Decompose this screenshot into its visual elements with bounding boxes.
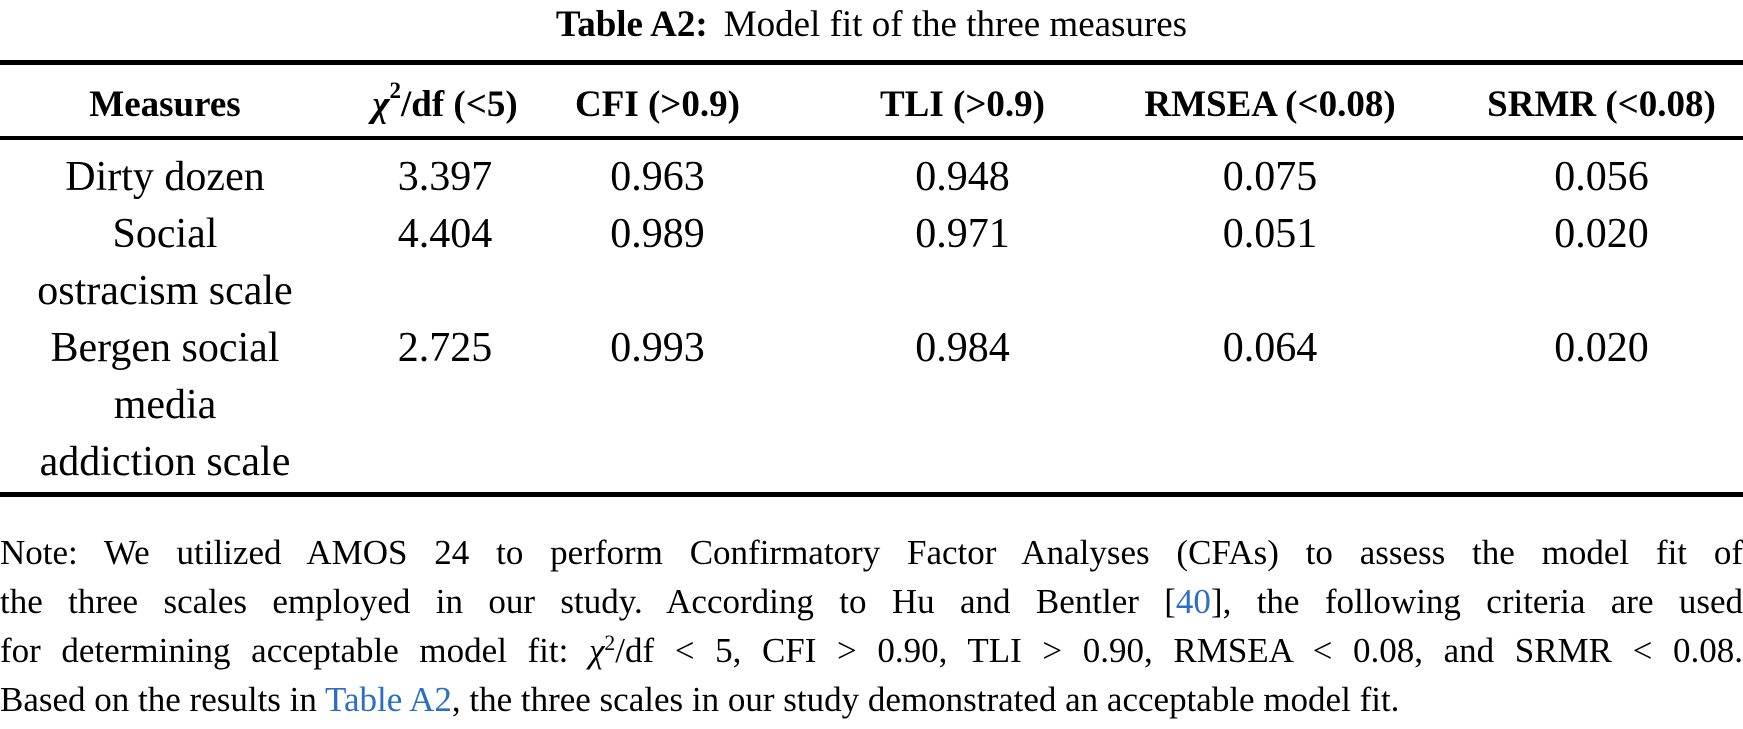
table-top-rule [0, 60, 1743, 65]
note-line-4: Based on the results in Table A2, the th… [0, 675, 1743, 724]
note-line-2: the three scales employed in our study. … [0, 577, 1743, 626]
chi-symbol: χ [588, 631, 605, 670]
note-line-1: Note: We utilized AMOS 24 to perform Con… [0, 533, 1743, 572]
value-cell: 0.051 [1222, 210, 1318, 257]
value-cell: 2.725 [397, 324, 493, 371]
value-cell: 0.993 [610, 324, 705, 371]
note-text: /df < 5, CFI > 0.90, TLI > 0.90, RMSEA <… [615, 631, 1743, 670]
note-text: the three scales employed in our study. … [0, 582, 1176, 621]
header-cell-srmr: SRMR (<0.08) [1487, 83, 1716, 125]
measure-label-line: Social [112, 210, 218, 257]
note-line-3: for determining acceptable model fit: χ2… [0, 626, 1743, 675]
note-text: ], the following criteria are used [1210, 582, 1743, 621]
value-cell: 0.020 [1554, 210, 1649, 257]
note-text: , the three scales in our study demonstr… [451, 680, 1400, 719]
reference-link-40[interactable]: 40 [1175, 582, 1211, 621]
value-cell: 0.075 [1222, 153, 1318, 200]
header-cell-tli: TLI (>0.9) [880, 83, 1045, 125]
table-header-rule [0, 136, 1743, 140]
chi-superscript: 2 [604, 631, 616, 656]
measure-label-line: addiction scale [39, 438, 291, 485]
note-text: for determining acceptable model fit: [0, 631, 589, 670]
measure-label-line: media [113, 381, 217, 428]
value-cell: 0.948 [915, 153, 1010, 200]
chi-header-rest: /df (<5) [401, 83, 518, 125]
measure-label-line: ostracism scale [37, 267, 293, 314]
table-bottom-rule [0, 492, 1743, 497]
value-cell: 3.397 [397, 153, 493, 200]
table-a2-link[interactable]: Table A2 [325, 680, 452, 719]
header-cell-cfi: CFI (>0.9) [575, 83, 740, 125]
value-cell: 0.020 [1554, 324, 1649, 371]
table-caption: Table A2: Model fit of the three measure… [0, 0, 1743, 48]
chi-symbol: χ [372, 83, 390, 125]
table-caption-title: Model fit of the three measures [723, 3, 1188, 45]
measure-label-line: Dirty dozen [65, 153, 265, 200]
value-cell: 0.984 [915, 324, 1010, 371]
value-cell: 0.963 [610, 153, 705, 200]
note-text: Based on the results in [0, 680, 326, 719]
header-cell-chi2-df: χ 2/df (<5) [372, 78, 518, 125]
header-cell-measures: Measures [89, 83, 241, 125]
value-cell: 4.404 [397, 210, 493, 257]
value-cell: 0.971 [915, 210, 1010, 257]
value-cell: 0.989 [610, 210, 705, 257]
table-caption-number: Table A2: [555, 3, 708, 45]
value-cell: 0.056 [1554, 153, 1649, 200]
measure-label-line: Bergen social [50, 324, 280, 371]
table-note: Note: We utilized AMOS 24 to perform Con… [0, 528, 1743, 724]
value-cell: 0.064 [1222, 324, 1318, 371]
header-cell-rmsea: RMSEA (<0.08) [1144, 83, 1396, 125]
